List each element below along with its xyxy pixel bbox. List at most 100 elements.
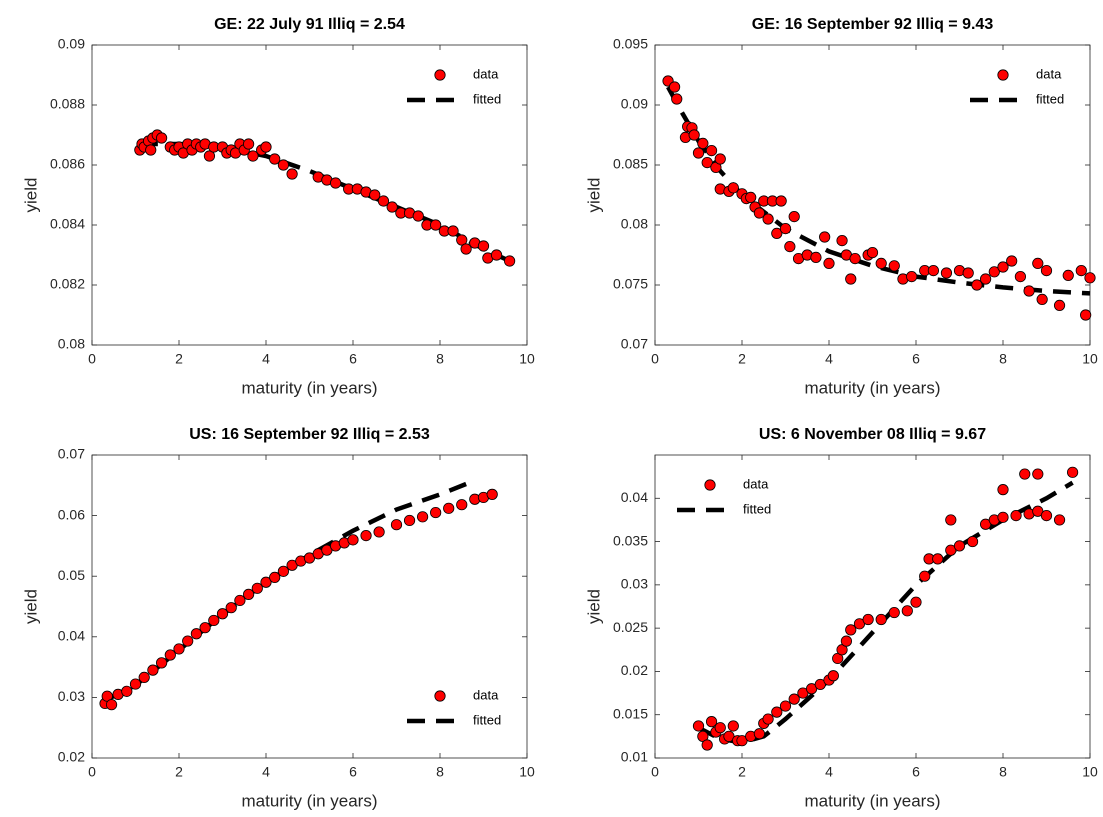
- x-tick-label: 8: [999, 351, 1007, 367]
- x-tick-label: 6: [349, 764, 357, 780]
- data-point: [447, 225, 459, 237]
- x-axis-label: maturity (in years): [241, 378, 377, 397]
- data-point: [243, 588, 255, 600]
- data-point: [199, 622, 211, 634]
- legend-label: data: [473, 66, 499, 81]
- data-point: [430, 506, 442, 519]
- data-point: [1032, 468, 1044, 480]
- data-point: [849, 253, 861, 265]
- data-point: [875, 613, 887, 626]
- data-point: [490, 249, 503, 261]
- data-point: [705, 145, 718, 157]
- data-point: [745, 191, 757, 203]
- data-point: [430, 219, 442, 231]
- x-tick-label: 8: [999, 764, 1007, 780]
- chart-title: US: 6 November 08 Illiq = 9.67: [759, 426, 986, 443]
- data-point: [771, 706, 783, 718]
- data-point: [460, 243, 472, 255]
- x-tick-label: 6: [912, 351, 920, 367]
- data-point: [416, 511, 429, 523]
- data-point: [836, 235, 848, 247]
- data-point: [823, 257, 835, 269]
- legend-marker: [434, 69, 446, 81]
- legend-label: data: [743, 476, 769, 491]
- data-point: [1067, 466, 1079, 478]
- legend-label: data: [473, 687, 499, 702]
- data-point: [988, 266, 1000, 278]
- y-tick-label: 0.08: [58, 336, 85, 352]
- data-point: [1053, 299, 1066, 311]
- data-point: [243, 138, 255, 150]
- data-point: [1040, 264, 1053, 277]
- data-point: [788, 693, 800, 705]
- data-point: [225, 602, 237, 614]
- data-point: [1053, 514, 1066, 526]
- data-point: [182, 635, 194, 647]
- legend-marker: [704, 479, 716, 491]
- data-point: [997, 511, 1009, 523]
- y-tick-label: 0.03: [621, 576, 648, 592]
- x-tick-label: 2: [738, 351, 746, 367]
- data-point: [945, 514, 957, 526]
- x-tick-label: 2: [175, 764, 183, 780]
- data-point: [692, 147, 705, 159]
- data-point: [779, 223, 792, 235]
- data-point: [866, 247, 879, 259]
- y-tick-label: 0.086: [50, 156, 85, 172]
- y-tick-label: 0.084: [50, 216, 85, 232]
- data-point: [727, 182, 739, 194]
- data-point: [443, 502, 455, 514]
- data-point: [810, 251, 822, 263]
- axes-box: [654, 44, 1091, 346]
- chart-title: US: 16 September 92 Illiq = 2.53: [189, 426, 430, 443]
- data-point: [1019, 468, 1031, 480]
- data-point: [779, 700, 792, 712]
- data-point: [503, 255, 516, 267]
- data-point: [697, 137, 709, 149]
- y-axis-label: yield: [584, 178, 603, 213]
- data-point: [269, 571, 281, 584]
- x-tick-label: 8: [436, 764, 444, 780]
- x-tick-label: 2: [738, 764, 746, 780]
- data-point: [888, 260, 900, 272]
- data-point: [145, 144, 157, 156]
- y-tick-label: 0.08: [621, 216, 648, 232]
- data-point: [377, 195, 390, 207]
- data-point: [953, 540, 966, 552]
- y-tick-label: 0.05: [58, 567, 85, 583]
- y-axis-label: yield: [21, 589, 40, 624]
- data-point: [1062, 269, 1074, 281]
- legend-label: fitted: [1036, 91, 1064, 106]
- data-point: [129, 678, 142, 690]
- data-point: [216, 608, 229, 620]
- y-tick-label: 0.01: [621, 749, 648, 765]
- data-point: [360, 529, 372, 542]
- legend-label: fitted: [473, 91, 501, 106]
- data-point: [901, 605, 913, 617]
- x-tick-label: 0: [651, 764, 659, 780]
- data-point: [412, 210, 424, 222]
- y-tick-label: 0.07: [621, 336, 648, 352]
- data-point: [668, 81, 681, 93]
- y-tick-label: 0.015: [613, 705, 648, 721]
- data-point: [277, 159, 289, 171]
- y-tick-label: 0.095: [613, 36, 648, 52]
- legend-label: fitted: [743, 501, 771, 516]
- data-point: [714, 722, 726, 734]
- y-tick-label: 0.09: [58, 36, 85, 52]
- data-point: [456, 499, 468, 511]
- data-point: [1014, 270, 1027, 283]
- axes-box: [654, 454, 1091, 759]
- data-point: [147, 664, 159, 676]
- data-point: [788, 211, 800, 223]
- data-point: [121, 685, 133, 697]
- y-tick-label: 0.02: [621, 662, 648, 678]
- y-tick-label: 0.025: [613, 619, 648, 635]
- x-axis-label: maturity (in years): [804, 791, 940, 810]
- data-point: [840, 635, 853, 647]
- x-tick-label: 0: [88, 351, 96, 367]
- data-point: [927, 264, 940, 277]
- data-point: [997, 261, 1009, 273]
- data-point: [910, 596, 922, 608]
- data-point: [260, 141, 272, 153]
